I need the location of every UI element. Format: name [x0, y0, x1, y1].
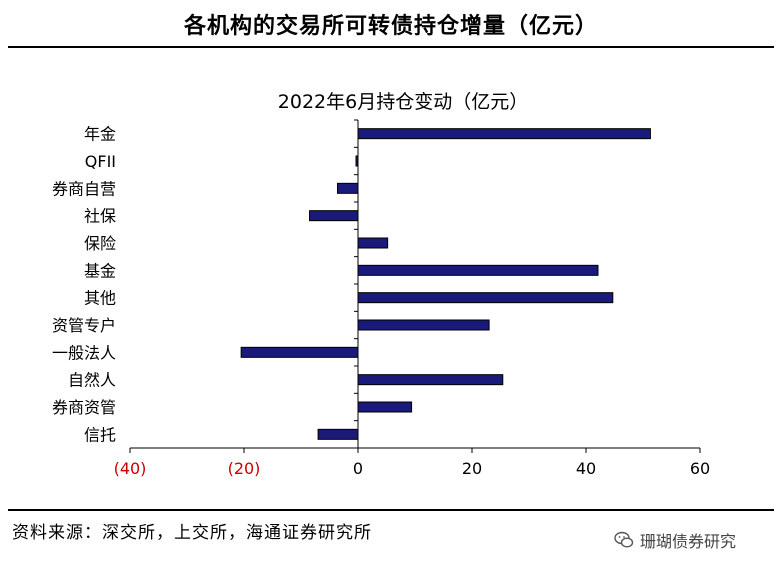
bar [357, 264, 599, 276]
category-label: 信托 [84, 425, 116, 444]
category-label: 基金 [84, 261, 116, 280]
category-label: 年金 [84, 125, 116, 144]
bar [357, 128, 651, 140]
chart-panel: 2022年6月持仓变动（亿元） 年金 QFII 券商自营社保保险基金其他资管专户一般法… [8, 60, 774, 506]
category-label: QFII [85, 152, 116, 171]
category-label: 券商资管 [52, 398, 116, 417]
category-label: 自然人 [68, 371, 116, 390]
category-label: 券商自营 [52, 179, 116, 198]
bottom-divider [8, 509, 774, 511]
category-label: 资管专户 [52, 316, 116, 335]
bar [357, 374, 504, 386]
x-tick-label: 60 [690, 459, 710, 478]
bar [240, 346, 359, 358]
chart-title: 2022年6月持仓变动（亿元） [278, 91, 528, 113]
category-label: 社保 [84, 207, 116, 226]
bar [357, 237, 389, 249]
bar [336, 182, 359, 194]
watermark-text: 珊瑚债券研究 [640, 532, 737, 551]
bar-chart: 2022年6月持仓变动（亿元） 年金 QFII 券商自营社保保险基金其他资管专户一般法… [52, 91, 710, 478]
category-label: 其他 [84, 289, 116, 308]
wechat-icon [614, 531, 634, 548]
category-label: 保险 [84, 234, 116, 253]
bar [309, 210, 359, 222]
bar [357, 292, 614, 304]
page-title: 各机构的交易所可转债持仓增量（亿元） [183, 14, 598, 39]
x-tick-label: (40) [114, 459, 147, 478]
watermark: 珊瑚债券研究 [614, 528, 736, 552]
category-label: 一般法人 [52, 343, 116, 362]
x-tick-label: 0 [353, 459, 363, 478]
source-note: 资料来源：深交所，上交所，海通证券研究所 [12, 523, 372, 543]
top-divider [8, 46, 774, 48]
x-tick-label: 20 [462, 459, 482, 478]
x-tick-label: (20) [228, 459, 261, 478]
x-tick-label: 40 [576, 459, 596, 478]
bar [357, 401, 413, 413]
bar [317, 428, 359, 440]
bar [357, 319, 490, 331]
